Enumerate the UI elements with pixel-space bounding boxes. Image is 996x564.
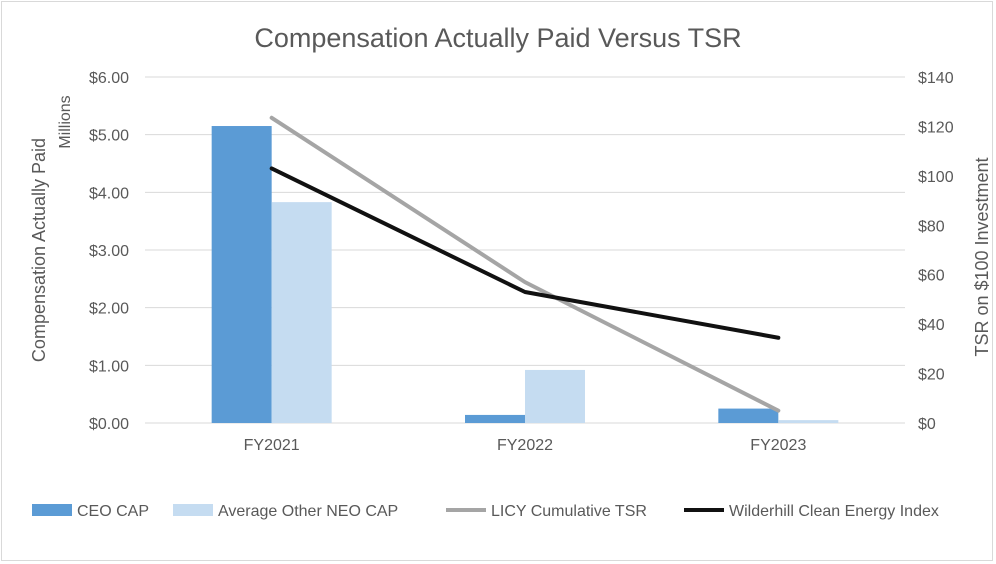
- left-axis-title: Compensation Actually Paid: [29, 138, 49, 362]
- right-tick-label: $120: [918, 119, 954, 136]
- right-tick-label: $40: [918, 317, 945, 334]
- left-tick-label: $3.00: [89, 243, 129, 260]
- legend-swatch: [173, 504, 213, 516]
- left-tick-label: $4.00: [89, 185, 129, 202]
- bar-average-other-neo-cap: [271, 202, 332, 423]
- left-tick-label: $0.00: [89, 416, 129, 433]
- bar-ceo-cap: [211, 126, 272, 424]
- line-series: [269, 115, 781, 413]
- right-axis-ticks: $0 $20 $40 $60 $80 $100 $120 $140: [918, 70, 954, 433]
- legend-label: Average Other NEO CAP: [218, 503, 398, 520]
- left-tick-label: $6.00: [89, 70, 129, 87]
- bar-ceo-cap: [465, 414, 525, 423]
- legend-swatch: [32, 504, 72, 516]
- legend-label: CEO CAP: [77, 503, 149, 520]
- legend-label: LICY Cumulative TSR: [491, 503, 647, 520]
- category-axis-labels: FY2021 FY2022 FY2023: [244, 437, 807, 454]
- right-tick-label: $140: [918, 70, 954, 87]
- right-tick-label: $20: [918, 367, 945, 384]
- bar-average-other-neo-cap: [778, 420, 839, 423]
- left-axis-ticks: $0.00 $1.00 $2.00 $3.00 $4.00 $5.00 $6.00: [89, 70, 129, 433]
- right-tick-label: $100: [918, 169, 954, 186]
- right-tick-label: $0: [918, 416, 936, 433]
- category-label: FY2022: [497, 437, 553, 454]
- right-axis-title: TSR on $100 Investment: [972, 157, 992, 356]
- legend-label: Wilderhill Clean Energy Index: [729, 503, 939, 520]
- left-tick-label: $1.00: [89, 358, 129, 375]
- legend: CEO CAP Average Other NEO CAP LICY Cumulat…: [32, 503, 939, 520]
- bar-ceo-cap: [718, 408, 779, 423]
- left-tick-label: $5.00: [89, 128, 129, 145]
- category-label: FY2021: [244, 437, 300, 454]
- bar-average-other-neo-cap: [525, 369, 585, 423]
- line-wilderhill-clean-energy-index: [269, 166, 781, 340]
- bar-series: [211, 126, 839, 424]
- left-axis-unit-label: Millions: [57, 95, 74, 148]
- right-tick-label: $60: [918, 268, 945, 285]
- chart-title: Compensation Actually Paid Versus TSR: [254, 23, 741, 53]
- line-licy-cumulative-tsr: [269, 115, 781, 413]
- right-tick-label: $80: [918, 218, 945, 235]
- left-tick-label: $2.00: [89, 301, 129, 318]
- category-label: FY2023: [750, 437, 806, 454]
